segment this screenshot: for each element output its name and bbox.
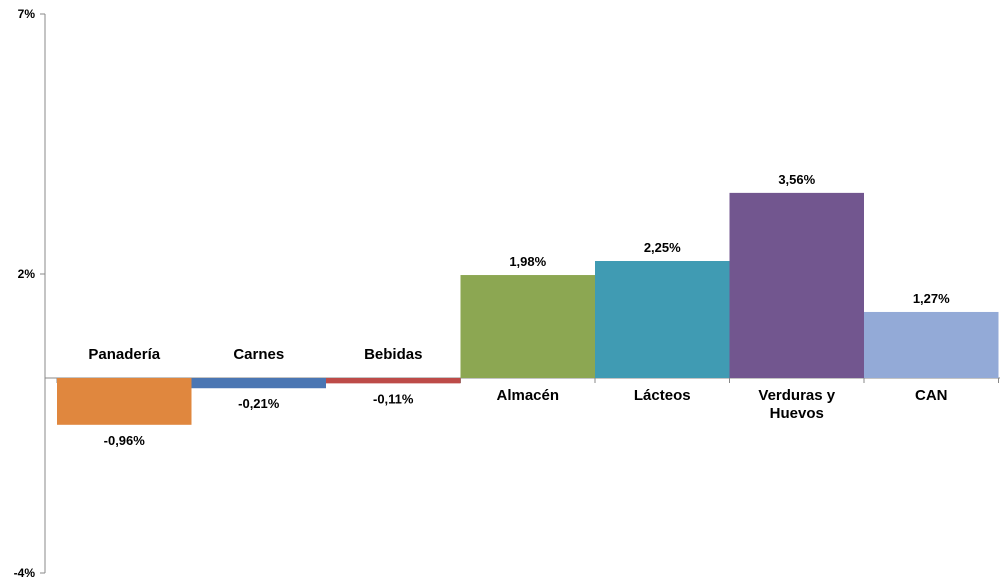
value-label: -0,96% xyxy=(104,433,146,448)
category-labels: Panadería Carnes Bebidas Almacén Lácteos Verd… xyxy=(88,346,947,422)
bar xyxy=(326,378,461,384)
bar xyxy=(57,378,192,425)
value-label: 1,98% xyxy=(509,254,546,269)
value-label: 3,56% xyxy=(778,172,815,187)
category-label: Bebidas xyxy=(364,346,422,363)
value-labels: -0,96% -0,21% -0,11% 1,98% 2,25% 3,56% 1,27% xyxy=(104,172,950,448)
bar xyxy=(864,311,999,378)
bar xyxy=(729,192,864,378)
category-label: Verduras y Huevos xyxy=(758,387,835,422)
bar xyxy=(191,378,326,389)
value-label: -0,21% xyxy=(238,396,280,411)
category-label: Almacén xyxy=(496,387,559,404)
y-tick-label: 7% xyxy=(18,7,36,21)
value-label: -0,11% xyxy=(373,391,414,406)
category-label: Panadería xyxy=(88,346,160,363)
category-label: Lácteos xyxy=(634,387,691,404)
category-label: CAN xyxy=(915,387,948,404)
value-label: 2,25% xyxy=(644,240,681,255)
y-tick-label: -4% xyxy=(14,566,36,580)
value-label: 1,27% xyxy=(913,291,950,306)
bar xyxy=(595,261,730,378)
category-label: Carnes xyxy=(233,346,284,363)
y-tick-label: 2% xyxy=(18,267,36,281)
bars xyxy=(57,192,999,425)
bar xyxy=(460,275,595,378)
